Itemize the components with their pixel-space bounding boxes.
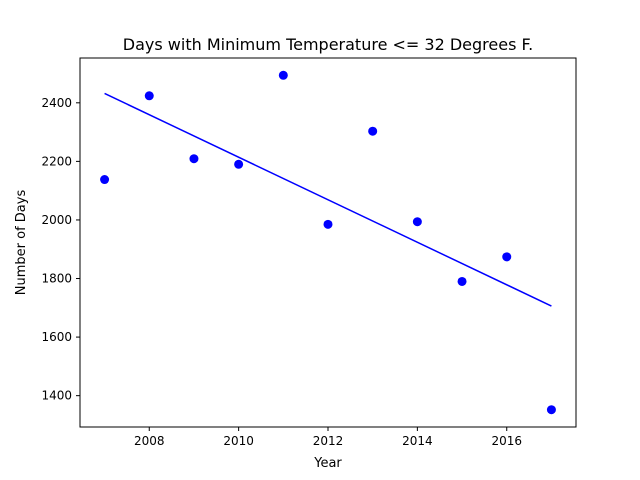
x-axis-label: Year	[313, 456, 342, 471]
y-tick-label: 1600	[41, 330, 72, 344]
data-point	[368, 126, 378, 136]
data-point	[457, 276, 467, 286]
data-point	[546, 405, 556, 415]
y-axis-label: Number of Days	[14, 190, 29, 296]
y-tick-label: 1400	[41, 389, 72, 403]
data-point	[234, 159, 244, 169]
plot-area	[100, 70, 556, 415]
x-tick-label: 2012	[313, 434, 344, 448]
chart-title: Days with Minimum Temperature <= 32 Degr…	[123, 35, 533, 54]
trend-line	[104, 92, 552, 307]
y-tick-label: 2200	[41, 154, 72, 168]
y-tick-label: 1800	[41, 272, 72, 286]
data-point	[100, 175, 110, 185]
x-tick-label: 2010	[223, 434, 254, 448]
x-tick-label: 2014	[402, 434, 433, 448]
data-point	[323, 219, 333, 229]
x-tick-label: 2008	[134, 434, 165, 448]
y-tick-label: 2400	[41, 96, 72, 110]
data-point	[502, 252, 512, 262]
axis-ticks: 2008 2010 2012 2014 2016 1400 1600 1800 2000 2200…	[41, 96, 522, 448]
data-point	[412, 217, 422, 227]
data-point	[144, 91, 154, 101]
x-tick-label: 2016	[491, 434, 522, 448]
y-tick-label: 2000	[41, 213, 72, 227]
data-point	[189, 154, 199, 164]
data-point	[278, 70, 288, 80]
